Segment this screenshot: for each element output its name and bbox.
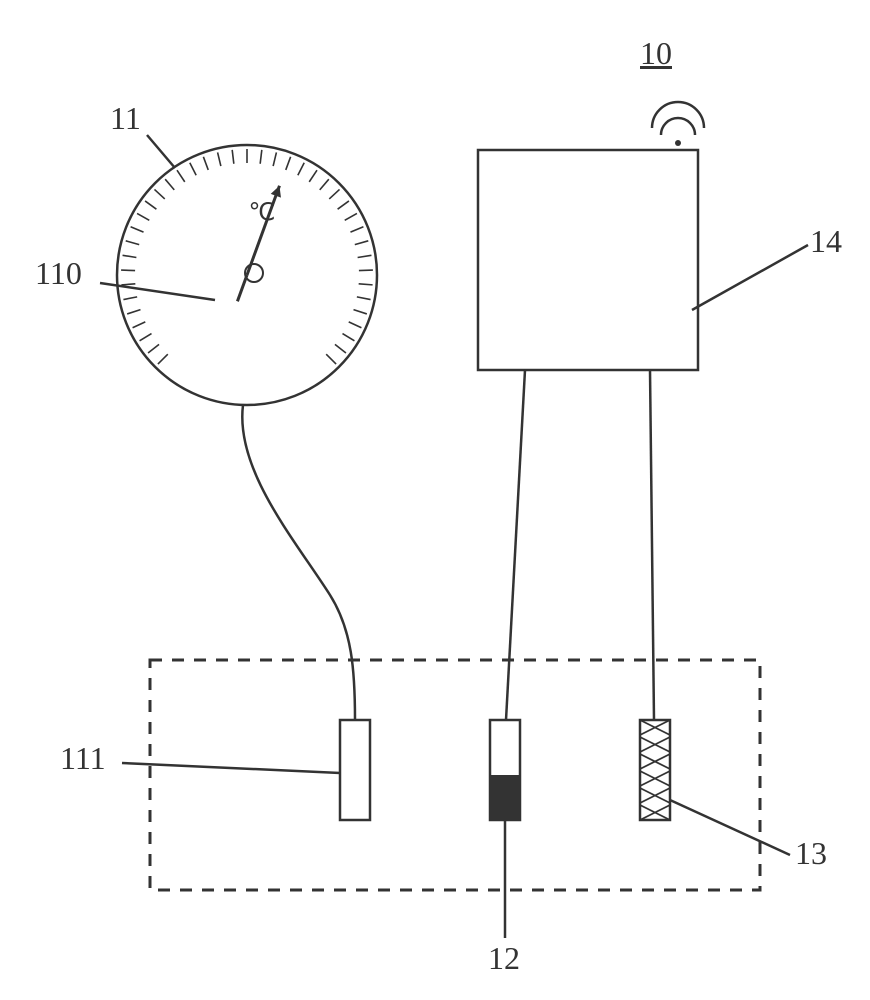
lead-to-13 (650, 370, 654, 720)
leader-13 (670, 800, 790, 855)
label-11: 11 (110, 100, 141, 137)
leader-11 (147, 135, 175, 168)
gauge-capillary (242, 405, 355, 720)
probe-111 (340, 720, 370, 820)
probe-12 (490, 720, 520, 820)
diagram-canvas: ℃ (0, 0, 870, 1000)
label-110: 110 (35, 255, 82, 292)
label-12: 12 (488, 940, 520, 977)
figure-ref-10: 10 (640, 35, 672, 72)
gauge: ℃ (117, 145, 377, 405)
probe-13 (640, 720, 670, 820)
label-111: 111 (60, 740, 106, 777)
label-13: 13 (795, 835, 827, 872)
leader-111 (122, 763, 340, 773)
leader-14 (692, 245, 808, 310)
controller-box (478, 150, 698, 370)
label-14: 14 (810, 223, 842, 260)
lead-to-12 (506, 370, 525, 720)
wifi-icon (652, 102, 704, 146)
